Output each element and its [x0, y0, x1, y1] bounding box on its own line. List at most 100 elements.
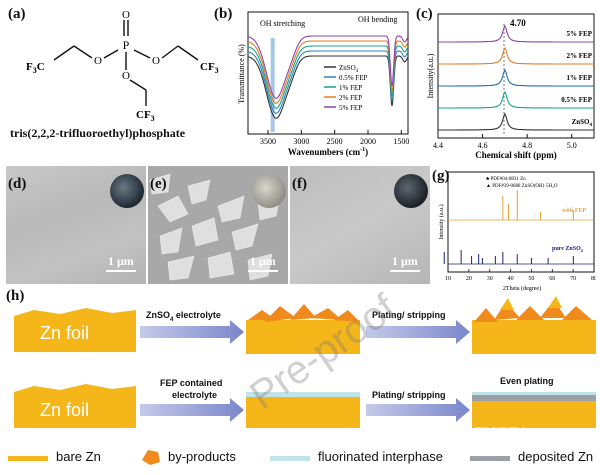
nmr-xtick-label: 4.4: [433, 141, 443, 150]
atom-o-bottom: O: [122, 70, 130, 82]
ftir-chart: 3500 3000 2500 2000 1500 Transmittance (%) W…: [237, 11, 409, 157]
xrd-xtick-label: 10: [445, 276, 451, 282]
xrd-xtick-label: 30: [487, 276, 493, 282]
xrd-frame: [447, 171, 595, 273]
legend-deposit-swatch: [470, 456, 510, 461]
ftir-series-2: [247, 45, 409, 109]
xrd-xlabel: 2Theta (degree): [503, 285, 541, 292]
xrd-xtick-label: 20: [466, 276, 472, 282]
sem-image-e: (e) 1 μm: [148, 166, 288, 284]
legend-bare-zn-swatch: [8, 456, 48, 461]
xrd-chart: 10 20 30 40 50 60 70 80 ♣ PDF#04-0831 Zn ▲ PDF#…: [438, 171, 596, 292]
nmr-series-4: [438, 24, 594, 43]
ftir-legend-label: 2% FEP: [339, 94, 362, 102]
ftir-frame: [247, 11, 409, 135]
xrd-xtick-label: 40: [508, 276, 514, 282]
row1-arrow-1: [140, 320, 244, 344]
panel-c-label: (c): [416, 6, 433, 22]
nmr-xtick-label: 5.0: [567, 141, 577, 150]
ftir-xlabel: Wavenumbers (cm-1): [288, 147, 368, 157]
nmr-xtick-label: 4.8: [522, 141, 532, 150]
cf3-bottom: CF3: [136, 109, 155, 122]
xrd-series-label-fep: with FEP: [562, 208, 587, 214]
ftir-series-0: [247, 55, 409, 119]
atom-o-left: O: [94, 55, 102, 67]
panel-b-label: (b): [214, 6, 233, 22]
ftir-annotation-bend: OH bending: [358, 15, 397, 24]
nmr-series-label: 5% FEP: [567, 30, 593, 38]
ftir-annotation-stretch: OH stretching: [260, 19, 305, 28]
panel-a-label: (a): [8, 6, 26, 22]
nmr-series-3: [438, 46, 594, 65]
photo-inset-f: [394, 174, 428, 208]
zhihu-watermark: 知乎 @测试云平台: [438, 426, 530, 439]
row2-arrow-2: [366, 398, 470, 422]
xrd-xtick-label: 80: [591, 276, 596, 282]
nmr-series-label: 1% FEP: [567, 74, 593, 82]
legend-interphase: fluorinated interphase: [318, 449, 444, 464]
ftir-series-1: [247, 50, 409, 114]
atom-o-right: O: [152, 55, 160, 67]
nmr-xlabel: Chemical shift (ppm): [475, 150, 557, 160]
xrd-series-label-pure: pure ZnSO4: [552, 246, 583, 253]
ftir-legend-label: 5% FEP: [339, 104, 362, 112]
molecule-structure: O P O O O F3C CF3 CF3: [26, 10, 219, 122]
nmr-series-0: [438, 112, 594, 131]
nmr-series-label: 0.5% FEP: [561, 96, 592, 104]
legend-interphase-swatch: [270, 456, 310, 461]
sem-image-d: (d) 1 μm: [6, 166, 146, 284]
nmr-ylabel: Intensity(a.u.): [426, 53, 435, 98]
scale-bar-e: [248, 270, 278, 272]
sem-image-f: (f) 1 μm: [290, 166, 430, 284]
row1-foil-label: Zn foil: [40, 323, 90, 343]
scale-label-f: 1 μm: [392, 254, 418, 268]
nmr-series-label: ZnSO4: [572, 118, 593, 128]
legend-deposited-zn: deposited Zn: [518, 449, 594, 464]
row1-corroded-zn: [246, 304, 360, 354]
legend-bare-zn: bare Zn: [56, 449, 101, 464]
atom-o-top: O: [122, 10, 130, 21]
row2-arrow-1: [140, 398, 244, 422]
row2-foil-label: Zn foil: [40, 400, 90, 420]
ftir-xtick-label: 3000: [293, 137, 309, 146]
row2-even-plating: [472, 392, 596, 428]
scale-bar-d: [106, 270, 136, 272]
ftir-ylabel: Transmittance (%): [237, 44, 246, 104]
xrd-legend-1: ♣ PDF#04-0831 Zn: [486, 177, 526, 182]
panel-d-label: (d): [8, 176, 27, 192]
row1-zn-foil: [14, 308, 136, 352]
panel-f-label: (f): [292, 176, 307, 192]
xrd-ylabel: Intensity (a.u.): [438, 204, 445, 239]
nmr-peak-label: 4.70: [510, 18, 526, 28]
row2-step1-label-2: electrolyte: [172, 390, 218, 400]
row1-dendrites: [472, 296, 596, 354]
nmr-frame: [437, 13, 595, 139]
schematic: [14, 296, 596, 428]
panel-g-label: (g): [432, 168, 450, 184]
ftir-series-4: [247, 35, 409, 99]
row1-step1-label: ZnSO4 electrolyte: [146, 310, 221, 323]
ftir-series-3: [247, 40, 409, 104]
photo-inset-d: [110, 174, 144, 208]
scale-label-e: 1 μm: [250, 254, 276, 268]
nmr-chart: 4.4 4.6 4.8 5.0 4.70 Intensity(a.u.) Chemic…: [426, 13, 595, 160]
nmr-series-label: 2% FEP: [567, 52, 593, 60]
scale-bar-f: [390, 270, 420, 272]
legend-byproducts: by-products: [168, 449, 236, 464]
xrd-legend-2: ▲ PDF#39-0688 ZnSO(OH)·5H₂O: [486, 184, 558, 189]
ftir-xtick-label: 3500: [260, 137, 276, 146]
molecule-name: tris(2,2,2-trifluoroethyl)phosphate: [10, 126, 186, 140]
xrd-xtick-label: 60: [549, 276, 555, 282]
ftir-legend-label: 0.5% FEP: [339, 74, 368, 82]
row2-zn-foil: [14, 384, 136, 428]
flake-texture: [149, 173, 281, 281]
row2-step1-label-1: FEP contained: [160, 378, 223, 388]
row1-arrow-2: [366, 320, 470, 344]
nmr-series-2: [438, 68, 594, 87]
nmr-xtick-label: 4.6: [478, 141, 488, 150]
legend-byproduct-swatch: [142, 450, 160, 465]
ftir-xtick-label: 2000: [360, 137, 376, 146]
row2-protected-zn: [246, 392, 360, 428]
cf3-left: F3C: [26, 61, 45, 75]
row1-step2-label: Plating/ stripping: [372, 310, 446, 320]
